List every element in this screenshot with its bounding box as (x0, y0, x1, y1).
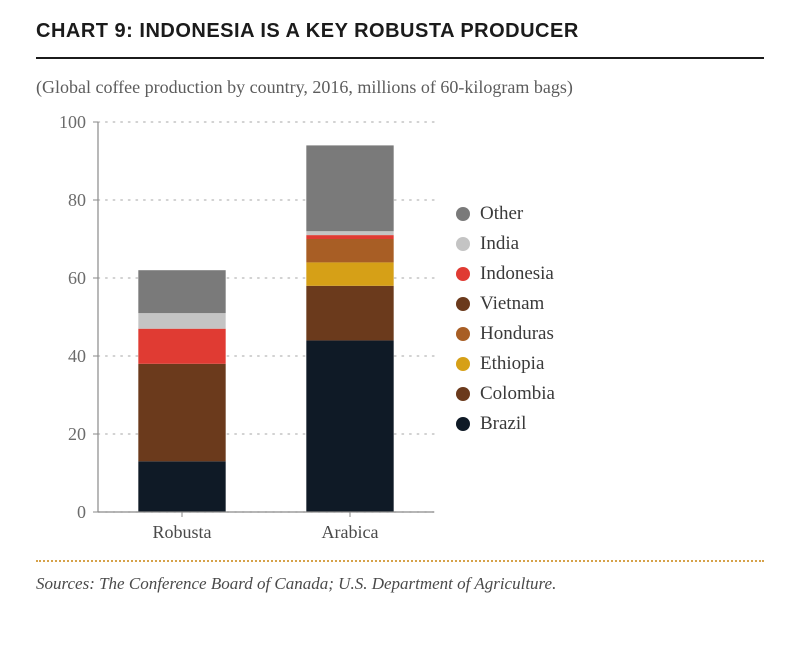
bar-seg-honduras (306, 239, 393, 262)
legend-marker (456, 267, 470, 281)
legend-marker (456, 327, 470, 341)
bar-seg-colombia (306, 286, 393, 341)
legend-label: Vietnam (480, 294, 544, 313)
legend-label: Other (480, 204, 523, 223)
y-tick-label: 40 (68, 346, 86, 366)
legend-item-brazil: Brazil (456, 414, 555, 433)
bar-seg-indonesia (138, 329, 225, 364)
bar-seg-brazil (138, 461, 225, 512)
chart-subtitle: (Global coffee production by country, 20… (36, 77, 764, 98)
x-category-label: Robusta (152, 522, 211, 542)
y-tick-label: 60 (68, 268, 86, 288)
legend-label: Ethiopia (480, 354, 544, 373)
y-tick-label: 20 (68, 424, 86, 444)
x-category-label: Arabica (322, 522, 379, 542)
legend-marker (456, 237, 470, 251)
legend-marker (456, 357, 470, 371)
bar-seg-indonesia (306, 235, 393, 239)
legend-item-honduras: Honduras (456, 324, 555, 343)
y-tick-label: 0 (77, 502, 86, 522)
legend-marker (456, 387, 470, 401)
legend: Other India Indonesia Vietnam Honduras Ethiop… (456, 204, 555, 444)
chart-sources: Sources: The Conference Board of Canada;… (36, 574, 764, 594)
legend-marker (456, 297, 470, 311)
chart-area: 0 20 40 60 80 100 Robusta Arabica Other India Ind… (36, 112, 764, 552)
y-tick-label: 100 (59, 112, 86, 132)
sources-rule (36, 560, 764, 562)
legend-item-vietnam: Vietnam (456, 294, 555, 313)
legend-marker (456, 417, 470, 431)
chart-title: CHART 9: INDONESIA IS A KEY ROBUSTA PROD… (36, 20, 764, 43)
stacked-bar-chart: 0 20 40 60 80 100 Robusta Arabica (36, 112, 764, 552)
legend-label: Colombia (480, 384, 555, 403)
legend-item-other: Other (456, 204, 555, 223)
legend-item-ethiopia: Ethiopia (456, 354, 555, 373)
legend-item-indonesia: Indonesia (456, 264, 555, 283)
legend-item-india: India (456, 234, 555, 253)
legend-label: Brazil (480, 414, 526, 433)
legend-marker (456, 207, 470, 221)
bar-seg-india (306, 231, 393, 235)
y-tick-label: 80 (68, 190, 86, 210)
bar-seg-other (138, 270, 225, 313)
legend-label: India (480, 234, 519, 253)
bar-seg-vietnam (138, 364, 225, 462)
bar-seg-other (306, 145, 393, 231)
legend-label: Indonesia (480, 264, 554, 283)
legend-item-colombia: Colombia (456, 384, 555, 403)
legend-label: Honduras (480, 324, 554, 343)
chart-card: CHART 9: INDONESIA IS A KEY ROBUSTA PROD… (0, 0, 800, 669)
bar-seg-india (138, 313, 225, 329)
bar-seg-brazil (306, 340, 393, 512)
title-rule (36, 57, 764, 59)
bar-seg-ethiopia (306, 262, 393, 285)
